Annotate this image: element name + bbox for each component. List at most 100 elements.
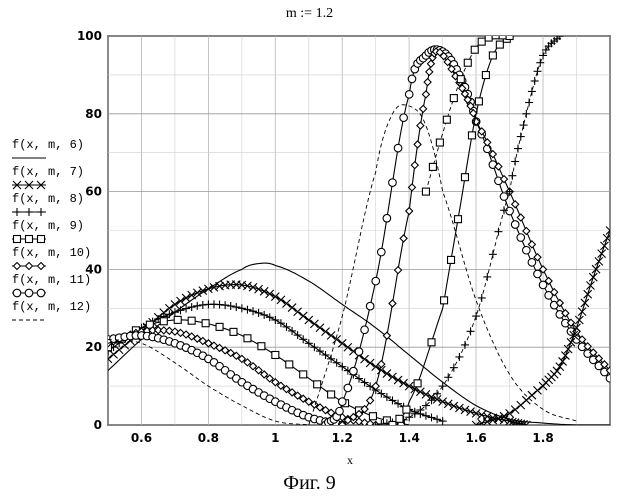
series-point [447,64,456,74]
series-point [555,362,565,372]
figure-caption: Фиг. 9 [283,472,336,494]
series-point [298,394,308,403]
series-point [477,410,487,420]
series-point [232,351,241,361]
series-point [376,247,386,257]
series-point [276,295,286,305]
series-layer [108,36,610,425]
series-point [505,206,514,216]
x-tick-label: 1 [271,431,279,445]
series-point [586,281,595,290]
series-point [164,303,174,313]
series-point [108,358,113,364]
series-point [404,89,414,99]
series-point [479,418,487,425]
series-point [36,288,46,298]
series-point [457,84,467,93]
series-point [109,349,118,359]
series-point [460,173,470,182]
series-point [561,308,570,318]
series-point [257,342,266,351]
series-point [404,381,414,391]
series-point [335,406,344,416]
series-point [215,322,224,331]
series-point [505,416,514,425]
series-point [299,370,308,379]
series-point [120,340,130,350]
series-point [360,354,369,364]
series-point [293,391,302,400]
series-point [563,344,573,354]
series-point [209,341,219,350]
series-point [494,413,503,423]
series-point [449,401,459,411]
series-point [440,296,449,305]
series-point [488,51,497,60]
series-point [525,420,531,425]
legend: f(x, m, 6) f(x, m, 7) f(x, m, 8) f(x, m, 9)… [12,138,91,321]
series-point [159,326,169,335]
series-point [287,303,297,312]
series-point [481,70,490,80]
series-point [388,299,397,308]
series-point [315,403,325,412]
series-point [600,360,609,369]
series-point [229,327,238,336]
series-point [114,345,124,355]
series-point [463,58,472,67]
gridlines [107,35,611,426]
series-point [583,342,592,351]
series-point [443,57,452,67]
series-point [321,405,330,415]
series-point [365,358,375,368]
series-point [413,140,422,149]
series-point [527,257,537,267]
series-point [463,95,473,104]
series-point [505,36,514,41]
y-tick-label: 80 [85,107,102,121]
series-point [276,381,286,390]
series-point [388,372,397,382]
series-point [421,389,431,399]
series-point [243,358,252,367]
series-point [600,241,609,251]
series-point [583,289,593,299]
series-point [508,417,517,425]
series-point [560,351,570,360]
series-point [371,381,381,391]
legend-swatch [12,180,46,190]
series-point [304,397,314,406]
legend-label: f(x, m, 8) [12,192,84,206]
series-point [293,307,303,317]
series-line [421,36,514,196]
series-point [271,350,280,360]
series-point [421,90,431,99]
series-point [237,354,247,364]
series-point [365,396,375,405]
series-point [415,387,425,397]
series-point [282,384,291,394]
series-point [416,121,425,130]
series-point [499,192,509,201]
series-point [488,415,498,425]
series-point [393,375,403,385]
series-point [165,326,174,336]
series-point [605,373,610,383]
series-point [569,330,579,340]
series-point [580,298,590,308]
series-point [427,338,436,347]
x-axis-label: x [347,453,353,467]
series-point [360,404,369,414]
series-point [360,325,369,335]
series-point [12,288,22,298]
series-point [382,369,392,378]
series-point [605,226,610,232]
series-point [24,180,34,190]
x-tick-label: 1.6 [466,431,487,445]
series-point [243,281,252,291]
series-point [365,419,375,425]
series-point [248,361,258,371]
y-tick-label: 60 [85,185,102,199]
series-point [407,183,417,192]
series-point [259,370,269,379]
